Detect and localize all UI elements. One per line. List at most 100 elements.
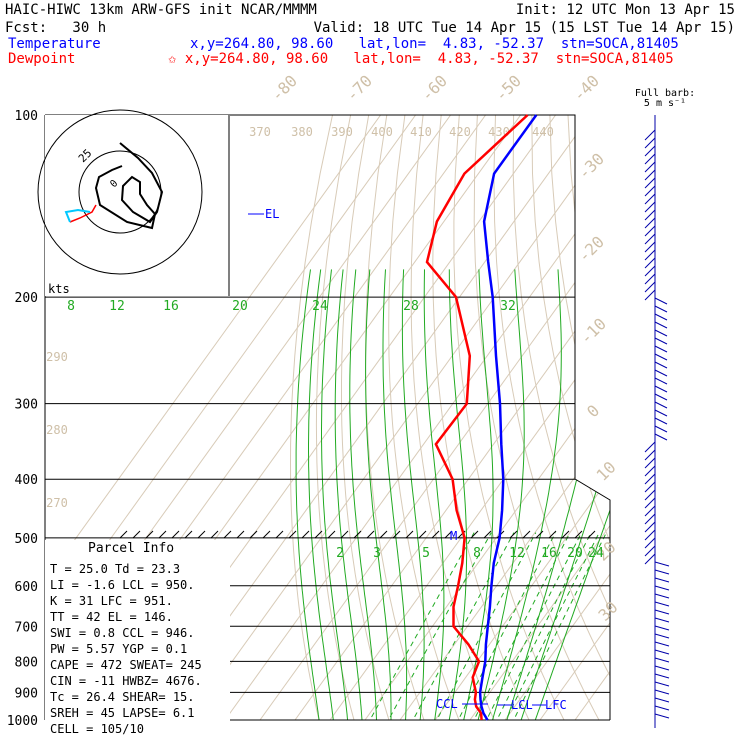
wind-barb	[644, 441, 656, 453]
hatch-mark	[418, 530, 427, 539]
hatch-mark	[470, 530, 479, 539]
moist-adiabat-line	[423, 269, 445, 720]
dry-adiabat-line	[432, 115, 536, 720]
wind-barb	[654, 609, 670, 615]
isotherm-line	[364, 115, 610, 720]
hatch-mark	[483, 530, 492, 539]
isotherm-label: -50	[491, 71, 525, 105]
ccl-marker: CCL	[436, 697, 458, 711]
wind-barb	[644, 273, 656, 285]
hodograph-trace-cyan	[64, 208, 91, 223]
moist-adiabat-line	[460, 269, 494, 720]
wind-barb	[644, 217, 656, 229]
wind-barb	[644, 169, 656, 181]
dry-adiabat-line	[289, 115, 333, 720]
isotherm-line	[259, 115, 610, 720]
hatch-mark	[548, 530, 557, 539]
theta-label: 390	[331, 125, 353, 139]
wind-barb	[654, 601, 670, 607]
valid-text: Valid: 18 UTC Tue 14 Apr 15 (15 LST Tue …	[314, 20, 735, 36]
mixing-ratio-line	[507, 532, 607, 720]
wind-barb	[644, 489, 656, 501]
dry-adiabat-line	[531, 115, 610, 720]
pressure-tick-label: 1000	[7, 714, 38, 729]
pressure-tick-label: 300	[15, 398, 38, 413]
dewpoint-legend: Dewpoint	[8, 51, 75, 67]
mixing-ratio-label: 3	[373, 546, 381, 561]
moist-adiabat-line	[446, 269, 468, 720]
dry-adiabat-line	[453, 115, 571, 720]
moist-adiabat-line	[308, 269, 336, 720]
theta-label: 430	[488, 125, 510, 139]
mixing-ratio-label: 12	[509, 546, 525, 561]
hatch-mark	[288, 530, 297, 539]
parcel-info-title: Parcel Info	[88, 541, 174, 556]
isotherm-line	[399, 115, 610, 720]
mixing-ratio-label: 16	[163, 299, 179, 314]
dry-adiabat-line	[549, 115, 610, 720]
wind-barb	[654, 353, 668, 361]
mixing-ratio-label: 12	[109, 299, 125, 314]
wind-barb	[644, 201, 656, 213]
wind-barb	[654, 401, 668, 409]
moist-adiabat-line	[321, 269, 350, 720]
wind-barb	[654, 425, 668, 433]
moist-adiabat-line	[349, 269, 378, 720]
temperature-legend: Temperature	[8, 36, 101, 52]
grid-labels: -80 -70 -60 -50 -40 -30 -20 -10 0 10 20 30 370 380 390…	[46, 71, 621, 624]
barb-legend-line2: 5 m s⁻¹	[644, 98, 686, 109]
parcel-info-row: TT = 42 EL = 146.	[50, 610, 173, 624]
barb-legend-line1: Full barb:	[635, 88, 695, 99]
parcel-info-row: LI = -1.6 LCL = 950.	[50, 578, 195, 592]
wind-barb	[644, 465, 656, 477]
wind-barb	[644, 537, 656, 549]
wind-barb	[654, 345, 668, 353]
wind-barb	[644, 145, 656, 157]
hodograph-trace-red	[69, 204, 97, 223]
theta-label: 270	[46, 496, 68, 510]
hatch-mark	[392, 530, 401, 539]
dry-adiabat-line	[493, 115, 610, 720]
wind-barb	[654, 577, 670, 583]
hatch-mark	[509, 530, 518, 539]
isotherm-line	[329, 115, 610, 720]
wind-barb	[644, 161, 656, 173]
wind-barb	[644, 137, 656, 149]
title-text: HAIC-HIWC 13km ARW-GFS init NCAR/MMMM	[5, 2, 317, 18]
wind-barb	[644, 265, 656, 277]
theta-label: 370	[249, 125, 271, 139]
wind-barb	[644, 553, 656, 565]
isotherm-line	[45, 115, 382, 720]
moist-adiabat-line	[488, 269, 562, 720]
mixing-ratio-line	[479, 532, 582, 720]
wind-barb	[654, 385, 668, 393]
mixing-ratio-line	[467, 532, 571, 720]
wind-barb	[654, 649, 670, 655]
isotherm-line	[609, 115, 610, 720]
dry-adiabat-line	[315, 115, 358, 720]
wind-barb	[654, 377, 668, 385]
hatch-mark	[262, 530, 271, 539]
wind-barb	[654, 305, 668, 313]
hodograph	[45, 115, 230, 296]
wind-barb	[654, 689, 670, 695]
wind-barb	[654, 665, 670, 671]
isotherm-label: -80	[267, 71, 301, 105]
theta-label: 410	[410, 125, 432, 139]
init-text: Init: 12 UTC Mon 13 Apr 15	[516, 2, 735, 18]
parcel-info-row: CAPE = 472 SWEAT= 245	[50, 658, 202, 672]
wind-barb	[644, 193, 656, 205]
hatch-mark	[431, 530, 440, 539]
moist-adiabat-line	[401, 269, 425, 720]
header: HAIC-HIWC 13km ARW-GFS init NCAR/MMMM In…	[5, 2, 735, 109]
mixing-ratio-line	[499, 532, 600, 720]
parcel-info-box: Parcel Info T = 25.0 Td = 23.3 LI = -1.6 …	[45, 540, 230, 736]
hatch-mark	[275, 530, 284, 539]
wind-barb	[654, 313, 668, 321]
wind-barb	[644, 153, 656, 165]
pressure-tick-label: 900	[15, 686, 38, 701]
dry-adiabat-line	[622, 115, 740, 733]
hatch-mark	[197, 530, 206, 539]
hatch-mark	[535, 530, 544, 539]
